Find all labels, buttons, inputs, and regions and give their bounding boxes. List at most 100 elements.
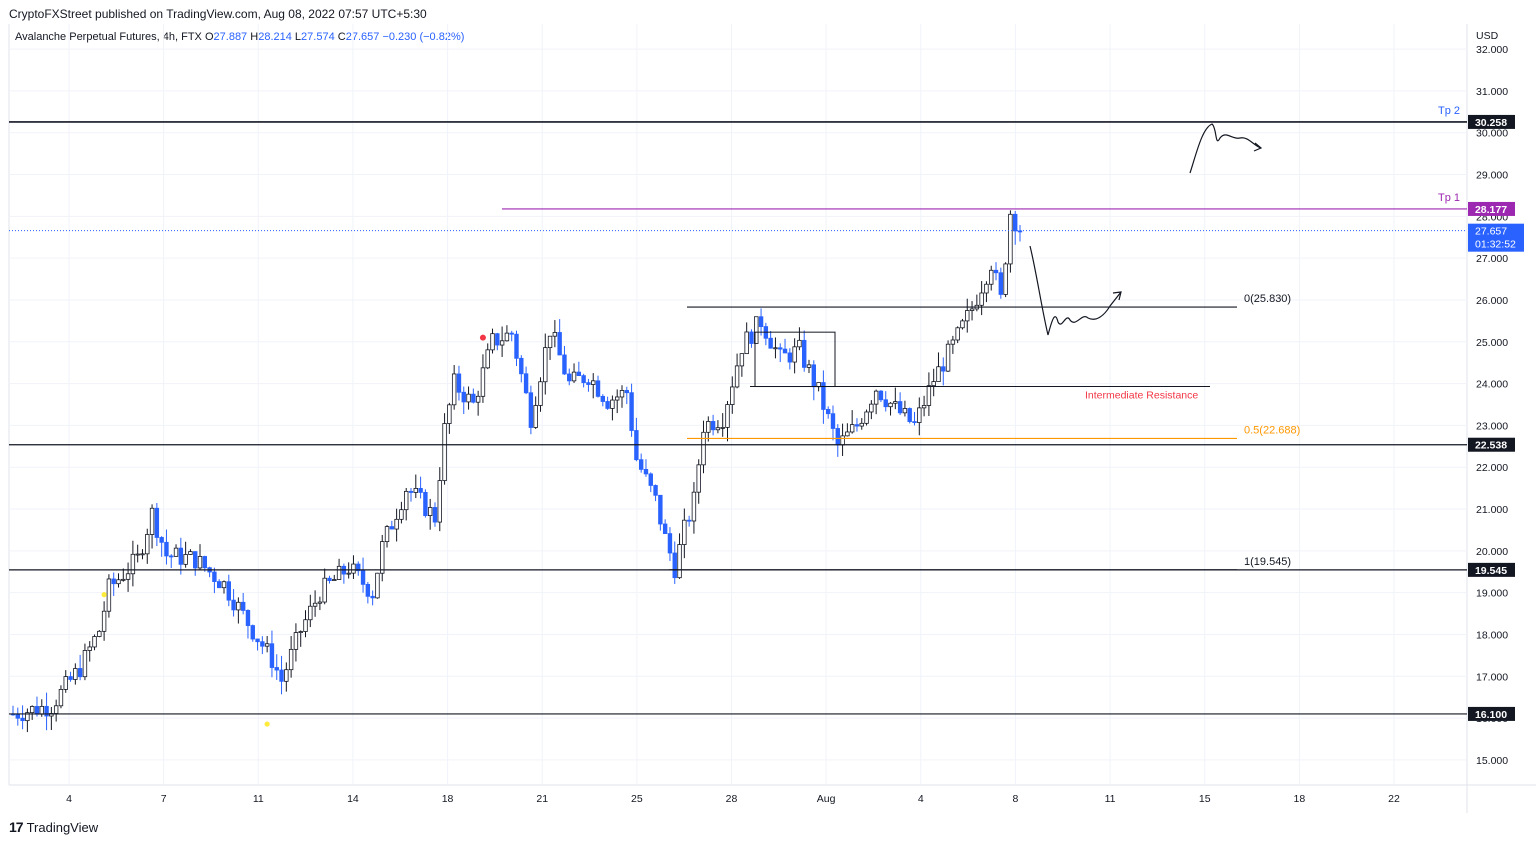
candle-body (461, 391, 466, 403)
candle-body (456, 373, 462, 393)
pivot-marker (264, 721, 270, 727)
candle-body (984, 283, 989, 294)
candle-body (197, 556, 203, 569)
candle-body (519, 357, 524, 375)
candle-body (245, 610, 251, 626)
candle-body (749, 331, 754, 344)
candle-body (135, 553, 140, 556)
candle-body (873, 390, 879, 405)
candle-body (149, 507, 155, 535)
y-tick-label: 31.000 (1476, 86, 1508, 98)
tradingview-logo[interactable]: 17 TradingView (9, 819, 98, 835)
y-tick-label: 26.000 (1476, 295, 1508, 307)
x-tick-label: 7 (161, 793, 167, 805)
pivot-marker (479, 334, 486, 341)
candle-body (279, 669, 284, 682)
candle-body (216, 581, 222, 589)
price-tag (1468, 114, 1515, 129)
candle-body (543, 347, 548, 383)
candle-body (888, 402, 893, 408)
candle-body (499, 340, 505, 346)
candle-body (140, 553, 145, 556)
y-tick-label: 19.000 (1476, 588, 1508, 600)
y-tick-label: 17.000 (1476, 671, 1508, 683)
candle-body (523, 373, 529, 394)
candle-body (696, 464, 701, 493)
x-tick-label: 21 (536, 793, 548, 805)
candle-body (610, 399, 615, 409)
open-value: 27.887 (213, 31, 248, 43)
candle-body (173, 547, 179, 557)
candle-body (293, 632, 299, 650)
candle-body (528, 392, 534, 428)
candle-body (97, 630, 102, 637)
candle-body (159, 537, 164, 543)
candle-body (53, 705, 59, 714)
candle-body (1003, 263, 1008, 295)
low-label: L (294, 31, 302, 43)
candle-body (394, 518, 399, 530)
symbol-name[interactable]: Avalanche Perpetual Futures, 4h, FTX (15, 31, 202, 43)
candle-body (845, 431, 850, 437)
candle-body (941, 366, 946, 372)
y-tick-label: 30.000 (1476, 128, 1508, 140)
candle-body (188, 551, 193, 555)
candle-body (734, 365, 740, 388)
candle-body (926, 385, 932, 406)
projection-arrow-icon (1253, 142, 1263, 152)
candle-body (993, 269, 999, 274)
candle-body (849, 424, 855, 433)
candle-body (710, 421, 716, 431)
price-tag-label: 22.538 (1475, 440, 1507, 452)
candle-body (562, 354, 567, 375)
candle-body (418, 488, 423, 493)
candle-body (921, 405, 927, 409)
x-tick-label: 18 (442, 793, 454, 805)
candle-body (111, 578, 116, 585)
candle-body (591, 380, 596, 385)
candle-body (380, 541, 385, 574)
candle-body (557, 332, 562, 356)
pivot-marker (101, 592, 107, 598)
currency-label: USD (1476, 30, 1499, 42)
y-tick-label: 32.000 (1476, 44, 1508, 56)
candle-body (691, 491, 697, 522)
price-tag-label: 19.545 (1475, 565, 1507, 577)
price-tag (1468, 706, 1515, 721)
candle-body (864, 411, 869, 424)
candle-body (998, 272, 1004, 295)
candle-body (686, 519, 692, 522)
y-tick-label: 22.000 (1476, 462, 1508, 474)
candle-body (533, 405, 538, 428)
candle-body (317, 601, 323, 604)
candle-body (730, 386, 735, 405)
last-price-value: 27.657 (1475, 226, 1507, 238)
candle-body (902, 408, 908, 414)
candle-body (576, 371, 582, 377)
x-tick-label: 4 (918, 793, 924, 805)
candle-body (811, 364, 817, 388)
candle-body (322, 577, 327, 603)
candle-body (945, 343, 951, 372)
candle-body (212, 571, 217, 582)
candle-body (667, 533, 673, 554)
candle-body (250, 625, 255, 640)
candle-body (907, 408, 912, 422)
candle-body (586, 382, 591, 385)
candle-body (778, 347, 783, 350)
candle-body (442, 423, 447, 482)
candle-body (269, 643, 275, 668)
high-value: 28.214 (258, 31, 292, 43)
price-tag-label: 28.177 (1475, 204, 1507, 216)
x-tick-label: 18 (1294, 793, 1306, 805)
candle-body (806, 364, 812, 368)
candle-body (825, 409, 831, 415)
candle-body (332, 579, 337, 581)
candle-body (413, 488, 418, 493)
y-tick-label: 15.000 (1476, 755, 1508, 767)
candle-body (404, 490, 409, 511)
candle-body (955, 327, 960, 341)
candle-body (356, 563, 361, 572)
candle-body (336, 565, 342, 580)
